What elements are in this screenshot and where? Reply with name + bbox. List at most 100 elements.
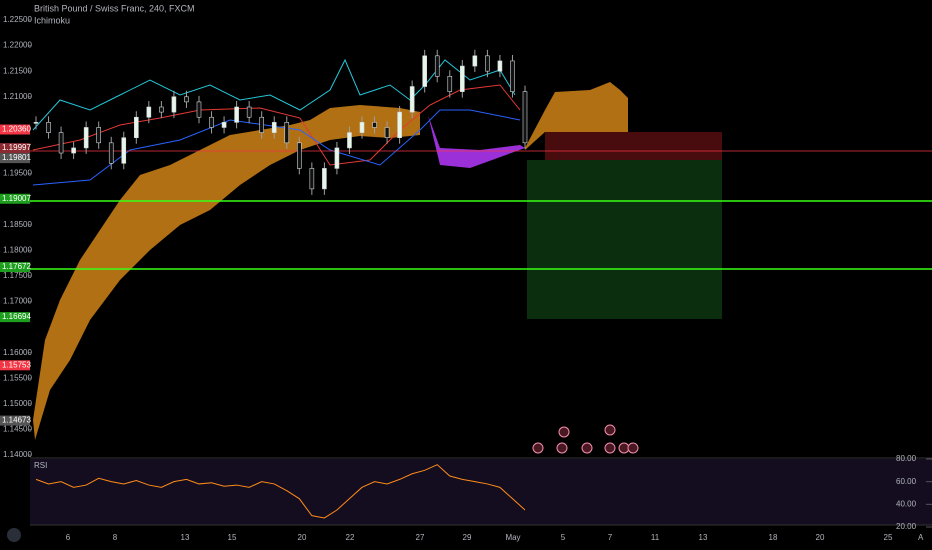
price-marker-label: 1.15753	[2, 360, 31, 369]
price-tick-label: 1.21000	[3, 92, 32, 101]
candle	[472, 55, 478, 67]
price-marker	[0, 312, 30, 323]
price-marker	[0, 124, 30, 135]
candle	[259, 116, 264, 133]
candle	[522, 91, 528, 144]
date-label: 8	[113, 533, 118, 542]
date-label: 13	[181, 533, 190, 542]
price-tick-label: 1.18000	[3, 245, 32, 254]
candle	[485, 55, 490, 72]
price-tick-label: 1.14500	[3, 425, 32, 434]
candle	[46, 122, 51, 133]
auto-scale[interactable]: A	[918, 533, 924, 542]
price-marker	[0, 193, 30, 204]
event-icon[interactable]	[556, 442, 568, 454]
stop-zone	[545, 132, 722, 160]
candle	[409, 86, 415, 113]
candle	[159, 106, 164, 113]
candle	[510, 60, 515, 92]
price-marker-label: 1.19997	[2, 143, 31, 152]
candle	[347, 132, 352, 149]
candle	[221, 122, 227, 128]
price-marker-label: 1.14673	[2, 416, 31, 425]
candle	[284, 122, 290, 144]
date-label: 11	[651, 533, 660, 542]
date-label: 20	[816, 533, 825, 542]
price-tick-label: 1.17500	[3, 271, 32, 280]
events	[532, 424, 639, 454]
candle	[359, 122, 365, 133]
date-label: 13	[699, 533, 708, 542]
conversion-line	[32, 84, 521, 166]
candle	[422, 55, 427, 87]
candle	[121, 137, 127, 164]
candle	[134, 116, 139, 139]
event-icon[interactable]	[627, 442, 639, 454]
logo[interactable]	[7, 528, 21, 542]
price-tick-label: 1.14000	[3, 450, 32, 459]
event-icon[interactable]	[604, 442, 616, 454]
date-label: 20	[298, 533, 307, 542]
candle	[397, 111, 402, 139]
candle	[246, 106, 252, 118]
price-marker	[0, 415, 30, 426]
ichimoku-cloud	[33, 105, 420, 440]
candle	[58, 132, 64, 154]
candle	[434, 55, 440, 77]
candle	[71, 147, 76, 154]
candle	[334, 147, 340, 169]
candle	[33, 122, 39, 124]
rsi-tick-label: 40.00	[896, 499, 917, 508]
price-marker	[0, 262, 30, 273]
candle	[322, 168, 327, 190]
candle	[196, 101, 202, 118]
candle	[234, 106, 239, 123]
candle	[384, 127, 390, 139]
candle	[96, 127, 101, 144]
price-tick-label: 1.21500	[3, 66, 32, 75]
candle	[460, 65, 465, 92]
candle	[146, 106, 152, 118]
price-marker	[0, 153, 30, 164]
price-tick-label: 1.15000	[3, 399, 32, 408]
price-marker	[0, 360, 30, 371]
price-tick-label: 1.18500	[3, 220, 32, 229]
date-label: 15	[228, 533, 237, 542]
price-marker-label: 1.17672	[2, 262, 31, 271]
rsi-tick-label: 20.00	[896, 522, 917, 531]
event-icon[interactable]	[532, 442, 544, 454]
event-icon[interactable]	[604, 424, 616, 436]
rsi-label: RSI	[34, 461, 47, 470]
rsi-tick-label: 60.00	[896, 477, 917, 486]
price-marker-label: 1.19007	[2, 194, 31, 203]
price-tick-label: 1.19500	[3, 169, 32, 178]
candle	[171, 96, 177, 113]
date-label: 25	[884, 533, 893, 542]
price-marker-label: 1.16694	[2, 312, 31, 321]
target-zone	[527, 160, 722, 319]
rsi-line	[35, 464, 526, 519]
indicator-label: Ichimoku	[34, 15, 70, 25]
date-label: 18	[769, 533, 778, 542]
price-tick-label: 1.17000	[3, 297, 32, 306]
price-marker-label: 1.19801	[2, 153, 31, 162]
date-label: 5	[561, 533, 566, 542]
candle	[309, 168, 315, 190]
candle	[447, 75, 453, 92]
date-label: 6	[66, 533, 71, 542]
candle	[209, 116, 214, 128]
rsi-tick-label: 80.00	[896, 454, 917, 463]
rsi-pane	[30, 459, 932, 525]
price-tick-label: 1.15500	[3, 373, 32, 382]
ichimoku-cloud-future	[525, 82, 628, 150]
date-label: 27	[416, 533, 425, 542]
candle	[184, 96, 189, 103]
date-label: 7	[608, 533, 613, 542]
event-icon[interactable]	[581, 442, 593, 454]
price-tick-label: 1.22000	[3, 41, 32, 50]
event-icon[interactable]	[558, 426, 570, 438]
candle	[372, 122, 377, 128]
candle	[271, 122, 277, 133]
date-label: 29	[463, 533, 472, 542]
